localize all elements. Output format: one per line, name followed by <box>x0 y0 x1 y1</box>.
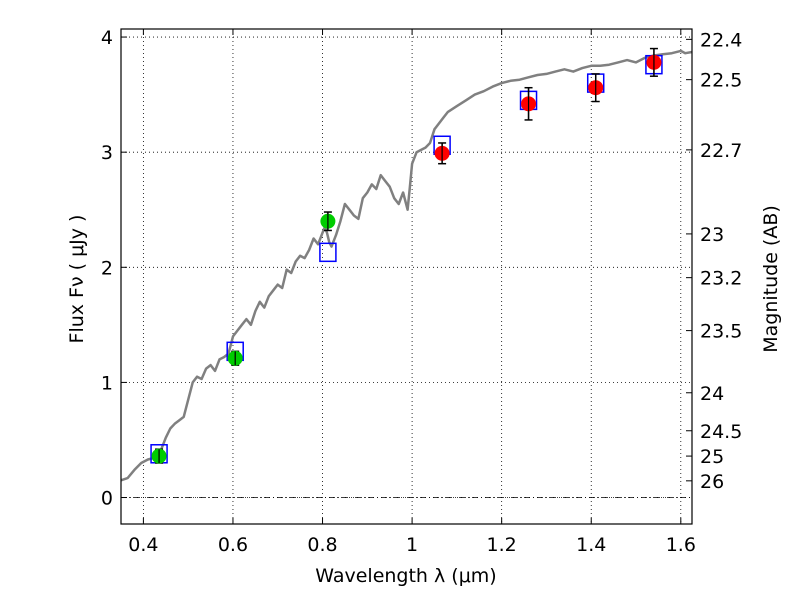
y-axis-label: Flux Fν ( μJy ) <box>66 215 88 344</box>
y-ticks: 0 1 2 3 4 <box>101 27 127 510</box>
y2-tick-label: 22.5 <box>700 70 742 92</box>
y2-tick-label: 22.7 <box>700 140 742 162</box>
x-ticks: 0.4 0.6 0.8 1 1.2 1.4 1.6 <box>128 29 696 556</box>
y2-tick-label: 23.2 <box>700 268 742 290</box>
model-spectrum-line <box>120 49 693 482</box>
y2-tick-label: 26 <box>700 471 724 493</box>
x-tick-label: 1.6 <box>666 534 696 556</box>
observed-points <box>151 47 662 464</box>
x-tick-label: 1 <box>406 534 418 556</box>
y2-ticks: 22.4 22.5 22.7 23 23.2 23.5 24 24.5 25 26 <box>686 29 742 493</box>
plot-frame <box>120 28 693 525</box>
model-photometry-boxes <box>150 54 663 464</box>
model-box <box>319 242 337 263</box>
y2-tick-label: 24 <box>700 383 724 405</box>
x-tick-label: 0.6 <box>218 534 248 556</box>
y2-tick-label: 24.5 <box>700 421 742 443</box>
y-tick-label: 1 <box>101 372 113 394</box>
grid-lines <box>121 29 692 524</box>
x-tick-label: 1.4 <box>576 534 606 556</box>
x-tick-label: 0.4 <box>128 534 158 556</box>
y-tick-label: 0 <box>101 488 113 510</box>
x-tick-label: 1.2 <box>487 534 517 556</box>
y2-axis-label: Magnitude (AB) <box>760 205 782 353</box>
y2-tick-label: 23 <box>700 224 724 246</box>
y-tick-label: 2 <box>101 257 113 279</box>
model-spectrum <box>120 49 693 482</box>
x-tick-label: 0.8 <box>307 534 337 556</box>
y-tick-label: 4 <box>101 27 113 49</box>
y2-tick-label: 23.5 <box>700 321 742 343</box>
y2-tick-label: 25 <box>700 446 724 468</box>
y2-tick-label: 22.4 <box>700 29 742 51</box>
x-axis-label: Wavelength λ (μm) <box>315 565 496 587</box>
y-tick-label: 3 <box>101 142 113 164</box>
